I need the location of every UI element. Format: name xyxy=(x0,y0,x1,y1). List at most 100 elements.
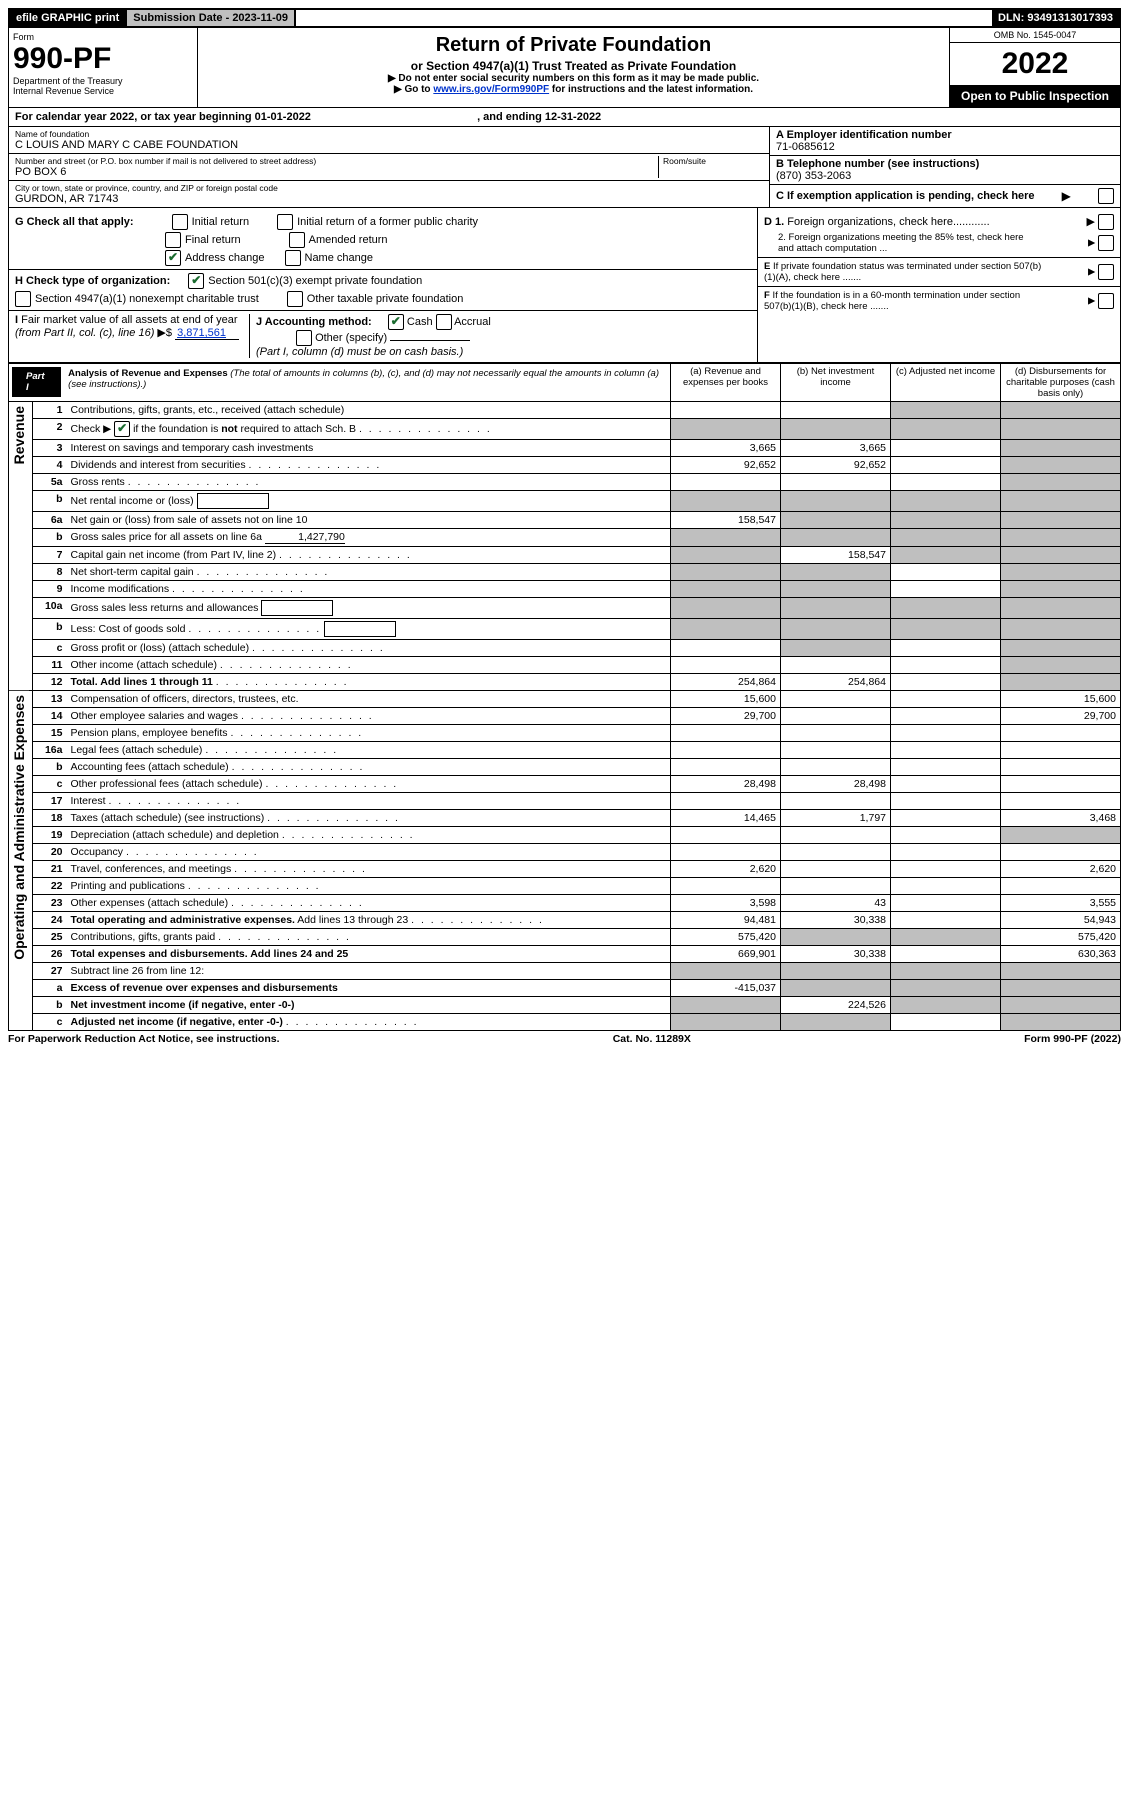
cell-b xyxy=(781,564,891,581)
line-number: 6a xyxy=(33,512,67,529)
line-desc: Depreciation (attach schedule) and deple… xyxy=(67,827,671,844)
instr-1: ▶ Do not enter social security numbers o… xyxy=(206,73,941,84)
table-row: 3Interest on savings and temporary cash … xyxy=(9,440,1121,457)
line-number: 12 xyxy=(33,674,67,691)
cell-a xyxy=(671,529,781,547)
exemption-checkbox[interactable] xyxy=(1098,188,1114,204)
h3-checkbox[interactable] xyxy=(287,291,303,307)
line-desc: Occupancy xyxy=(67,844,671,861)
cell-d: 630,363 xyxy=(1001,946,1121,963)
line-number: c xyxy=(33,640,67,657)
line-number: 23 xyxy=(33,895,67,912)
col-a-header: (a) Revenue and expenses per books xyxy=(671,364,781,402)
cell-b xyxy=(781,598,891,619)
cell-d xyxy=(1001,997,1121,1014)
cell-d xyxy=(1001,759,1121,776)
g-initial-former: Initial return of a former public charit… xyxy=(297,216,478,228)
d2-checkbox[interactable] xyxy=(1098,235,1114,251)
line-desc: Net short-term capital gain xyxy=(67,564,671,581)
line-desc: Less: Cost of goods sold xyxy=(67,619,671,640)
tax-year: 2022 xyxy=(950,43,1120,85)
cell-b xyxy=(781,581,891,598)
table-row: 23Other expenses (attach schedule) 3,598… xyxy=(9,895,1121,912)
table-row: 2Check ▶ if the foundation is not requir… xyxy=(9,419,1121,440)
cell-c xyxy=(891,793,1001,810)
cell-a: 3,665 xyxy=(671,440,781,457)
page-footer: For Paperwork Reduction Act Notice, see … xyxy=(8,1031,1121,1045)
cell-c xyxy=(891,776,1001,793)
table-row: 21Travel, conferences, and meetings 2,62… xyxy=(9,861,1121,878)
cell-d xyxy=(1001,512,1121,529)
line-number: 8 xyxy=(33,564,67,581)
h2-checkbox[interactable] xyxy=(15,291,31,307)
e-checkbox[interactable] xyxy=(1098,264,1114,280)
cell-c xyxy=(891,929,1001,946)
cell-d: 2,620 xyxy=(1001,861,1121,878)
city: GURDON, AR 71743 xyxy=(15,193,763,205)
cell-c xyxy=(891,564,1001,581)
table-row: Revenue1Contributions, gifts, grants, et… xyxy=(9,402,1121,419)
cell-a: 28,498 xyxy=(671,776,781,793)
line-number: 10a xyxy=(33,598,67,619)
cell-b xyxy=(781,419,891,440)
line-desc: Gross profit or (loss) (attach schedule) xyxy=(67,640,671,657)
cell-c xyxy=(891,547,1001,564)
city-label: City or town, state or province, country… xyxy=(15,183,763,193)
table-row: bGross sales price for all assets on lin… xyxy=(9,529,1121,547)
cell-b xyxy=(781,844,891,861)
line-desc: Total. Add lines 1 through 11 xyxy=(67,674,671,691)
cell-c xyxy=(891,598,1001,619)
h1-checkbox[interactable] xyxy=(188,273,204,289)
table-row: 10aGross sales less returns and allowanc… xyxy=(9,598,1121,619)
fmv-link[interactable]: 3,871,561 xyxy=(175,327,239,340)
g-final-checkbox[interactable] xyxy=(165,232,181,248)
cell-d xyxy=(1001,619,1121,640)
j-cash: Cash xyxy=(407,316,433,328)
line-number: 4 xyxy=(33,457,67,474)
cell-c xyxy=(891,895,1001,912)
g-initial: Initial return xyxy=(192,216,249,228)
cell-d xyxy=(1001,581,1121,598)
f-checkbox[interactable] xyxy=(1098,293,1114,309)
line-desc: Accounting fees (attach schedule) xyxy=(67,759,671,776)
cell-d xyxy=(1001,793,1121,810)
table-row: 9Income modifications xyxy=(9,581,1121,598)
cell-c xyxy=(891,827,1001,844)
cell-a xyxy=(671,793,781,810)
d1-checkbox[interactable] xyxy=(1098,214,1114,230)
instr-2-pre: ▶ Go to xyxy=(394,84,433,95)
g-label: G Check all that apply: xyxy=(15,216,134,228)
cell-a xyxy=(671,598,781,619)
efile-label: efile GRAPHIC print xyxy=(10,10,127,26)
col-b-header: (b) Net investment income xyxy=(781,364,891,402)
ein-label: A Employer identification number xyxy=(776,129,1114,141)
cell-a: 92,652 xyxy=(671,457,781,474)
cell-a: 254,864 xyxy=(671,674,781,691)
line-number: 20 xyxy=(33,844,67,861)
cell-d xyxy=(1001,657,1121,674)
cell-b: 158,547 xyxy=(781,547,891,564)
j-other-checkbox[interactable] xyxy=(296,330,312,346)
g-initial-former-checkbox[interactable] xyxy=(277,214,293,230)
line-desc: Subtract line 26 from line 12: xyxy=(67,963,671,980)
schb-checkbox[interactable] xyxy=(114,421,130,437)
i-cell: I Fair market value of all assets at end… xyxy=(15,314,250,358)
cell-d xyxy=(1001,402,1121,419)
g-amended-checkbox[interactable] xyxy=(289,232,305,248)
line-number: b xyxy=(33,759,67,776)
form-link[interactable]: www.irs.gov/Form990PF xyxy=(433,84,549,95)
line-desc: Interest xyxy=(67,793,671,810)
checks-block: G Check all that apply: Initial return I… xyxy=(8,208,1121,363)
cell-d xyxy=(1001,564,1121,581)
line-number: c xyxy=(33,776,67,793)
g-initial-checkbox[interactable] xyxy=(172,214,188,230)
g-address-checkbox[interactable] xyxy=(165,250,181,266)
cell-a xyxy=(671,619,781,640)
g-name-checkbox[interactable] xyxy=(285,250,301,266)
cell-c xyxy=(891,674,1001,691)
line-desc: Other expenses (attach schedule) xyxy=(67,895,671,912)
j-accrual-checkbox[interactable] xyxy=(436,314,452,330)
j-cash-checkbox[interactable] xyxy=(388,314,404,330)
cell-d xyxy=(1001,419,1121,440)
cell-d xyxy=(1001,474,1121,491)
